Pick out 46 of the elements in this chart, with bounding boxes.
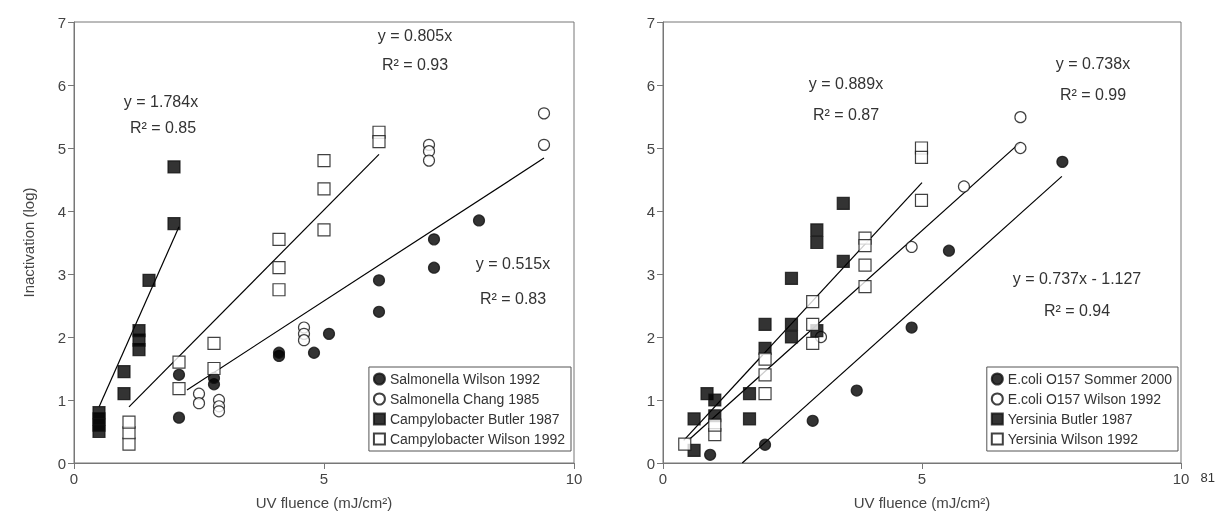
annotation: R² = 0.87 xyxy=(812,105,880,123)
annotation: R² = 0.85 xyxy=(129,118,197,136)
annotation: y = 0.737x - 1.127 xyxy=(1012,269,1142,287)
x-tick-label: 10 xyxy=(1172,470,1190,487)
annotation: y = 0.889x xyxy=(808,74,884,92)
annotation: R² = 0.94 xyxy=(1043,301,1111,319)
legend-label: Yersinia Wilson 1992 xyxy=(1007,431,1139,447)
annotation: R² = 0.83 xyxy=(479,289,547,307)
x-tick-label: 5 xyxy=(917,470,927,487)
y-tick-label: 0 xyxy=(646,454,655,472)
legend-label: Salmonella Wilson 1992 xyxy=(389,371,541,387)
y-axis-title: Inactivation (log) xyxy=(20,187,37,298)
annotation: y = 0.805x xyxy=(377,26,453,44)
y-tick-label: 7 xyxy=(57,13,66,31)
legend-label: Campylobacter Wilson 1992 xyxy=(389,431,566,447)
y-tick-label: 2 xyxy=(646,328,655,346)
legend-label: E.coli O157 Wilson 1992 xyxy=(1007,391,1162,407)
annotation: y = 1.784x xyxy=(123,92,199,110)
annotation: y = 0.738x xyxy=(1055,54,1131,72)
x-axis-title: UV fluence (mJ/cm²) xyxy=(853,494,991,511)
y-tick-label: 4 xyxy=(57,202,66,220)
x-tick-label: 5 xyxy=(319,470,329,487)
y-tick-label: 7 xyxy=(646,13,655,31)
x-tick-label: 10 xyxy=(565,470,583,487)
text: 81 xyxy=(1200,470,1216,485)
x-axis-title: UV fluence (mJ/cm²) xyxy=(255,494,393,511)
annotation: R² = 0.99 xyxy=(1059,85,1127,103)
legend-label: Yersinia Butler 1987 xyxy=(1007,411,1133,427)
x-tick-label: 0 xyxy=(658,470,668,487)
legend-label: Campylobacter Butler 1987 xyxy=(389,411,560,427)
y-tick-label: 4 xyxy=(646,202,655,220)
y-tick-label: 6 xyxy=(57,76,66,94)
y-tick-label: 5 xyxy=(57,139,66,157)
y-tick-label: 6 xyxy=(646,76,655,94)
y-tick-label: 3 xyxy=(57,265,66,283)
y-tick-label: 3 xyxy=(646,265,655,283)
x-tick-label: 0 xyxy=(69,470,79,487)
annotation: R² = 0.93 xyxy=(381,55,449,73)
annotation: y = 0.515x xyxy=(475,254,551,272)
y-tick-label: 1 xyxy=(646,391,655,409)
y-tick-label: 0 xyxy=(57,454,66,472)
legend-label: E.coli O157 Sommer 2000 xyxy=(1007,371,1173,387)
legend-label: Salmonella Chang 1985 xyxy=(389,391,540,407)
y-tick-label: 2 xyxy=(57,328,66,346)
y-tick-label: 5 xyxy=(646,139,655,157)
y-tick-label: 1 xyxy=(57,391,66,409)
